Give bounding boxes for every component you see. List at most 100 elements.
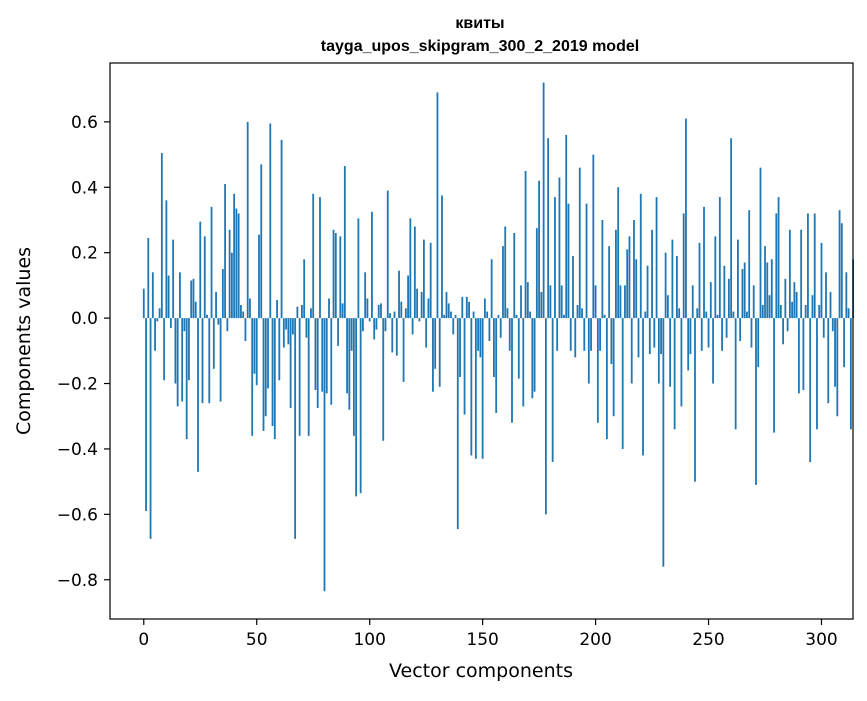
bar — [185, 318, 188, 440]
bar — [502, 246, 504, 319]
bar — [307, 318, 310, 436]
bar — [398, 270, 400, 319]
bar — [269, 123, 272, 319]
bar — [651, 229, 653, 319]
bar — [800, 229, 803, 319]
bar — [664, 252, 667, 319]
bar — [671, 239, 674, 319]
bar — [215, 291, 217, 319]
bar — [436, 92, 439, 319]
bar — [260, 164, 263, 319]
bar — [732, 311, 735, 319]
bar — [264, 318, 267, 417]
bar — [628, 236, 631, 319]
bar — [418, 318, 421, 322]
bar — [540, 291, 543, 319]
bar — [321, 318, 324, 392]
bar — [483, 298, 486, 319]
bar — [633, 219, 635, 319]
bar — [328, 298, 330, 319]
bar — [375, 318, 378, 330]
bar — [208, 318, 211, 404]
bar — [617, 187, 620, 319]
bar — [151, 272, 154, 319]
y-axis-label: Components values — [13, 247, 35, 435]
bar — [493, 318, 495, 377]
bar — [273, 318, 276, 440]
bar — [522, 318, 525, 407]
bar — [639, 193, 642, 319]
bar — [497, 314, 500, 319]
bar — [816, 318, 818, 430]
bar — [775, 213, 778, 319]
bar — [289, 318, 292, 409]
bar — [804, 305, 807, 319]
bar — [786, 318, 789, 332]
bar — [619, 285, 622, 319]
bar — [782, 318, 784, 345]
bar — [849, 318, 852, 430]
y-tick-label: −0.4 — [57, 440, 98, 460]
bar — [565, 134, 568, 319]
bar — [526, 282, 529, 319]
bar — [666, 295, 669, 319]
bar — [544, 318, 547, 515]
y-tick-label: −0.6 — [57, 505, 98, 525]
bar — [149, 318, 152, 539]
bar — [705, 311, 708, 319]
bar — [750, 318, 753, 348]
bar — [807, 213, 809, 319]
bar — [291, 318, 294, 335]
bar — [160, 152, 163, 319]
bar — [156, 318, 159, 322]
bar — [296, 306, 299, 319]
bar — [371, 211, 373, 319]
bar — [743, 262, 746, 319]
bar — [206, 314, 208, 319]
bar — [357, 218, 360, 319]
y-tick-label: −0.8 — [57, 571, 98, 591]
bar — [707, 318, 710, 348]
bar — [538, 180, 541, 319]
bar — [341, 303, 344, 319]
bar — [271, 318, 274, 427]
bar — [190, 280, 193, 319]
bar — [648, 318, 651, 355]
x-tick-label: 0 — [138, 630, 149, 650]
bar — [592, 154, 595, 319]
y-tick-label: 0.2 — [71, 244, 98, 264]
bar — [811, 295, 814, 319]
bar — [251, 318, 254, 436]
bar — [228, 229, 231, 319]
bar — [770, 259, 773, 319]
bar — [221, 269, 224, 319]
bar — [680, 318, 683, 407]
x-tick-label: 200 — [579, 630, 611, 650]
bar — [703, 206, 705, 319]
bar — [197, 318, 199, 472]
bar — [330, 318, 333, 405]
bar — [404, 308, 407, 319]
bar — [323, 318, 326, 592]
bar — [630, 318, 633, 384]
bar — [298, 318, 301, 436]
bar — [470, 318, 473, 456]
bar — [576, 305, 579, 319]
bar — [386, 190, 389, 319]
chart-title: квиты — [455, 15, 504, 32]
bar — [657, 318, 660, 384]
bar — [316, 318, 319, 409]
bar — [572, 255, 574, 319]
bar — [635, 259, 638, 319]
bar — [517, 318, 520, 379]
bar — [761, 305, 764, 319]
bar — [513, 233, 516, 319]
bar — [194, 301, 197, 319]
bar — [409, 218, 412, 319]
bar — [709, 282, 712, 319]
bar — [831, 318, 834, 332]
bar — [362, 318, 364, 332]
bar — [420, 291, 423, 319]
bar — [535, 228, 538, 319]
